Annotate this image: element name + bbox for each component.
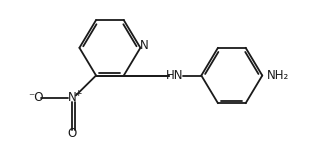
Text: N: N bbox=[68, 91, 77, 104]
Text: +: + bbox=[74, 89, 82, 98]
Text: ⁻O: ⁻O bbox=[29, 91, 44, 104]
Text: O: O bbox=[68, 127, 77, 140]
Text: NH₂: NH₂ bbox=[267, 69, 289, 82]
Text: HN: HN bbox=[166, 69, 184, 82]
Text: N: N bbox=[140, 39, 149, 51]
